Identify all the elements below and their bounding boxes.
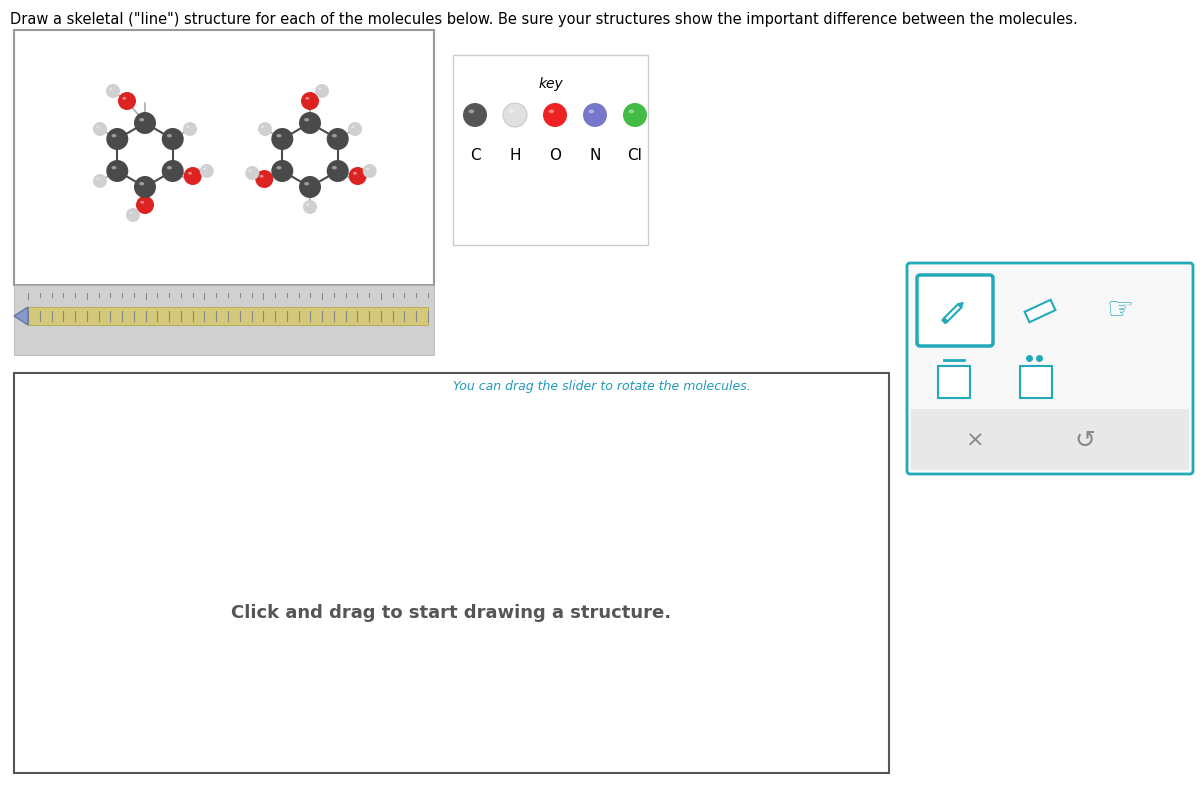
Ellipse shape [140, 201, 144, 204]
Ellipse shape [248, 170, 252, 172]
Ellipse shape [186, 125, 190, 128]
Ellipse shape [118, 92, 136, 110]
Ellipse shape [463, 103, 487, 127]
Ellipse shape [130, 212, 132, 214]
Ellipse shape [349, 167, 367, 185]
Polygon shape [14, 307, 28, 325]
FancyBboxPatch shape [907, 263, 1193, 474]
Ellipse shape [134, 112, 156, 134]
Ellipse shape [106, 84, 120, 98]
Ellipse shape [332, 166, 337, 169]
Text: C: C [469, 148, 480, 163]
Ellipse shape [136, 196, 154, 214]
Bar [1020, 366, 1052, 398]
Ellipse shape [326, 160, 349, 182]
Ellipse shape [305, 97, 310, 100]
Ellipse shape [352, 125, 354, 128]
Text: Cl: Cl [628, 148, 642, 163]
Text: You can drag the slider to rotate the molecules.: You can drag the slider to rotate the mo… [454, 380, 751, 393]
Ellipse shape [184, 167, 202, 185]
Ellipse shape [203, 168, 206, 170]
Ellipse shape [139, 182, 144, 186]
Polygon shape [1025, 300, 1055, 322]
Ellipse shape [139, 118, 144, 121]
Ellipse shape [548, 110, 554, 114]
Ellipse shape [258, 122, 272, 136]
Ellipse shape [503, 103, 527, 127]
Ellipse shape [167, 134, 172, 137]
Ellipse shape [299, 112, 322, 134]
Ellipse shape [583, 103, 607, 127]
Bar [454, 55, 648, 245]
Text: ↺: ↺ [1074, 429, 1096, 453]
Ellipse shape [314, 84, 329, 98]
Ellipse shape [134, 176, 156, 198]
Text: key: key [538, 77, 563, 91]
Ellipse shape [245, 166, 259, 180]
Ellipse shape [271, 160, 293, 182]
Ellipse shape [469, 110, 474, 114]
Ellipse shape [542, 103, 568, 127]
Ellipse shape [509, 110, 514, 114]
Ellipse shape [629, 110, 634, 114]
Text: H: H [509, 148, 521, 163]
Ellipse shape [188, 172, 192, 175]
Bar [14, 285, 434, 355]
Ellipse shape [107, 160, 128, 182]
Text: ☞: ☞ [1106, 296, 1134, 326]
Polygon shape [958, 303, 964, 307]
Ellipse shape [167, 166, 172, 169]
Bar [938, 366, 970, 398]
Text: ×: × [966, 431, 984, 451]
Ellipse shape [112, 166, 116, 169]
Text: Click and drag to start drawing a structure.: Click and drag to start drawing a struct… [232, 604, 672, 622]
Ellipse shape [262, 125, 264, 128]
Ellipse shape [259, 175, 264, 178]
Ellipse shape [92, 122, 107, 136]
Ellipse shape [306, 204, 310, 206]
Ellipse shape [162, 128, 184, 150]
FancyBboxPatch shape [917, 275, 994, 346]
Ellipse shape [162, 160, 184, 182]
Ellipse shape [623, 103, 647, 127]
Polygon shape [944, 304, 961, 322]
Ellipse shape [318, 88, 322, 90]
Ellipse shape [126, 208, 140, 222]
Bar [28, 307, 428, 325]
Ellipse shape [276, 134, 282, 137]
Polygon shape [942, 318, 947, 324]
Ellipse shape [276, 166, 282, 169]
Ellipse shape [305, 118, 310, 121]
Ellipse shape [184, 122, 197, 136]
Bar [14, 373, 889, 773]
Text: Draw a skeletal ("line") structure for each of the molecules below. Be sure your: Draw a skeletal ("line") structure for e… [10, 12, 1078, 27]
Ellipse shape [107, 128, 128, 150]
Ellipse shape [122, 97, 126, 100]
FancyBboxPatch shape [911, 409, 1189, 470]
Ellipse shape [589, 110, 594, 114]
Ellipse shape [362, 164, 377, 178]
Ellipse shape [366, 168, 370, 170]
Ellipse shape [92, 174, 107, 188]
Ellipse shape [256, 170, 274, 188]
Ellipse shape [271, 128, 293, 150]
Ellipse shape [112, 134, 116, 137]
Ellipse shape [96, 178, 100, 180]
Ellipse shape [353, 172, 358, 175]
Ellipse shape [96, 125, 100, 128]
Ellipse shape [302, 200, 317, 214]
Ellipse shape [348, 122, 362, 136]
Ellipse shape [305, 182, 310, 186]
Ellipse shape [109, 88, 113, 90]
Ellipse shape [326, 128, 349, 150]
Ellipse shape [332, 134, 337, 137]
Text: N: N [589, 148, 601, 163]
Text: O: O [550, 148, 562, 163]
Ellipse shape [299, 176, 322, 198]
Ellipse shape [199, 164, 214, 178]
Bar [14, 30, 434, 285]
Ellipse shape [301, 92, 319, 110]
